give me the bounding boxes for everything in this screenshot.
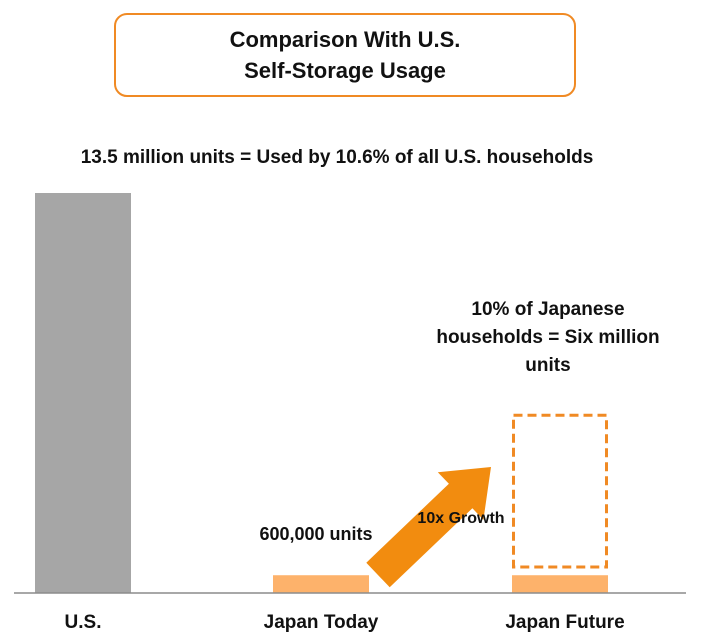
growth-annotation: 10x Growth bbox=[417, 510, 504, 527]
bar-japan-today bbox=[273, 575, 369, 593]
bar-japan-future bbox=[512, 575, 608, 593]
bars-group bbox=[35, 193, 608, 593]
chart-title-line-1: Comparison With U.S. bbox=[229, 27, 461, 52]
chart-title-line-2: Self-Storage Usage bbox=[244, 58, 446, 83]
x-tick-label-japan-future: Japan Future bbox=[505, 612, 624, 633]
x-tick-label-us: U.S. bbox=[65, 612, 102, 633]
us-annotation: 13.5 million units = Used by 10.6% of al… bbox=[81, 147, 594, 168]
chart-title-box: Comparison With U.S. Self-Storage Usage bbox=[114, 13, 576, 97]
future-annotation-line-3: units bbox=[525, 355, 570, 376]
future-annotation-line-2: households = Six million bbox=[436, 327, 659, 348]
future-annotation-line-1: 10% of Japanese bbox=[471, 299, 624, 320]
growth-arrow bbox=[366, 467, 491, 588]
x-tick-label-japan-today: Japan Today bbox=[264, 612, 379, 633]
projected-bar-japan-future bbox=[512, 413, 608, 569]
japan-today-annotation: 600,000 units bbox=[259, 524, 372, 544]
bar-u-s bbox=[35, 193, 131, 593]
